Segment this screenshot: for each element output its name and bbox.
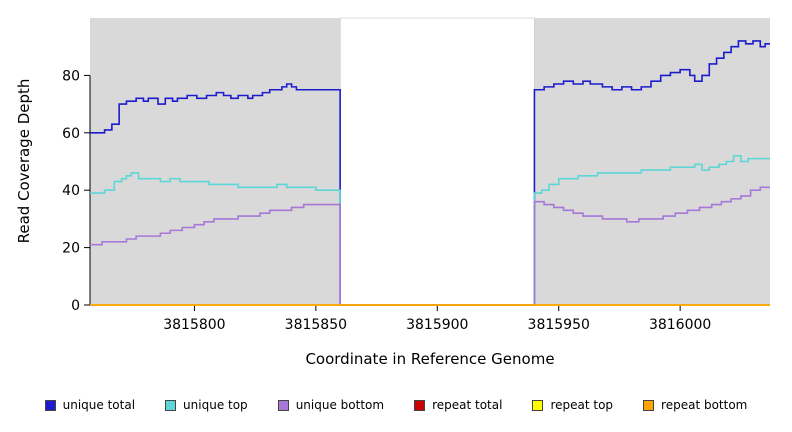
legend-label: repeat top: [550, 398, 614, 412]
x-tick-label: 3815800: [163, 317, 225, 333]
legend: unique total unique top unique bottom repea…: [0, 398, 792, 412]
y-tick-label: 80: [62, 68, 80, 84]
legend-item-repeat-top: repeat top: [532, 398, 613, 412]
legend-item-unique-total: unique total: [44, 398, 136, 412]
x-axis-label: Coordinate in Reference Genome: [305, 350, 555, 368]
coverage-gap-region: [339, 17, 535, 306]
legend-swatch-icon: [277, 399, 289, 411]
legend-swatch-icon: [643, 399, 655, 411]
legend-item-repeat-bottom: repeat bottom: [643, 398, 747, 412]
x-tick-label: 3815850: [285, 317, 347, 333]
legend-label: unique total: [62, 398, 136, 412]
chart-canvas: 0 20 40 60 80 3815800 3815850 3815900 3815950 381…: [62, 17, 770, 333]
legend-swatch-icon: [44, 399, 56, 411]
legend-swatch-icon: [165, 399, 177, 411]
y-axis-label: Read Coverage Depth: [15, 78, 33, 244]
series-line-unique-bottom: [90, 186, 770, 306]
legend-label: unique bottom: [295, 398, 385, 412]
y-tick-label: 40: [62, 183, 80, 199]
legend-swatch-icon: [532, 399, 544, 411]
x-tick-label: 3816000: [649, 317, 711, 333]
y-tick-label: 0: [71, 298, 80, 314]
legend-label: repeat bottom: [661, 398, 748, 412]
legend-swatch-icon: [414, 399, 426, 411]
coverage-chart: 0 20 40 60 80 3815800 3815850 3815900 3815950 381…: [62, 17, 770, 333]
legend-label: repeat total: [432, 398, 503, 412]
legend-item-unique-top: unique top: [165, 398, 248, 412]
legend-item-unique-bottom: unique bottom: [277, 398, 385, 412]
y-tick-label: 60: [62, 126, 80, 142]
x-tick-label: 3815900: [406, 317, 468, 333]
x-tick-label: 3815950: [528, 317, 590, 333]
y-tick-label: 20: [62, 241, 80, 257]
legend-label: unique top: [183, 398, 248, 412]
legend-item-repeat-total: repeat total: [414, 398, 502, 412]
